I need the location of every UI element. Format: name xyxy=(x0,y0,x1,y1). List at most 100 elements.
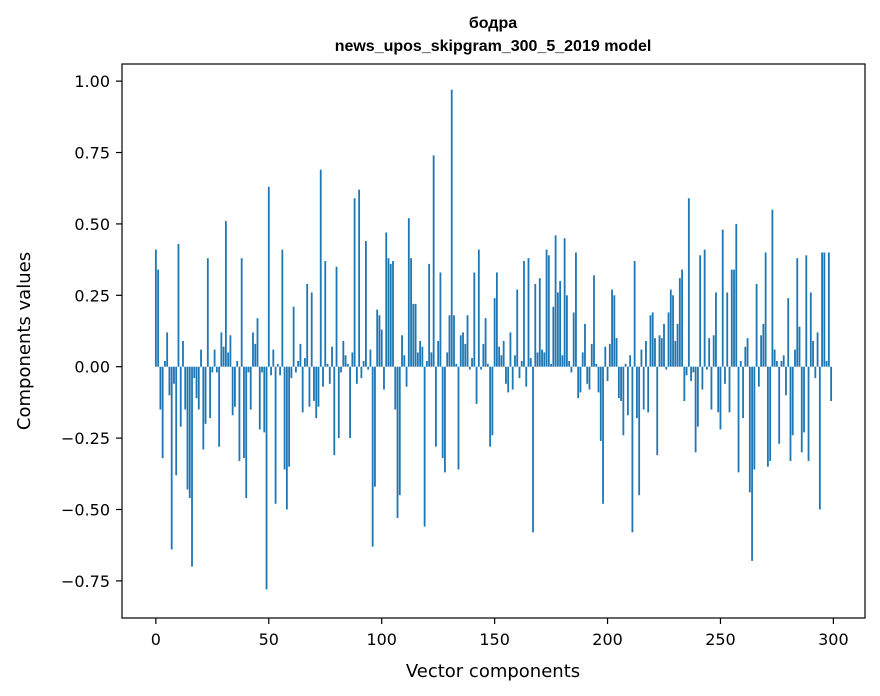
bar-185 xyxy=(572,312,575,367)
bar-2 xyxy=(159,366,162,410)
bar-266 xyxy=(755,283,758,367)
bar-246 xyxy=(710,366,713,410)
bar-143 xyxy=(477,249,480,367)
bar-19 xyxy=(197,366,200,410)
bar-184 xyxy=(570,366,573,373)
bar-18 xyxy=(195,366,198,399)
bar-32 xyxy=(227,352,230,367)
bar-195 xyxy=(595,363,598,367)
bar-112 xyxy=(407,218,410,367)
bar-235 xyxy=(685,366,688,376)
bar-139 xyxy=(468,366,471,370)
bar-256 xyxy=(733,269,735,367)
bar-0 xyxy=(154,249,157,367)
bar-63 xyxy=(297,360,300,367)
y-axis-label: Components values xyxy=(14,252,35,430)
bar-22 xyxy=(204,366,207,424)
bar-253 xyxy=(726,292,729,367)
x-axis-ticks: 0 50 100 150 200 250 300 xyxy=(151,618,849,649)
bar-140 xyxy=(471,358,473,367)
bar-234 xyxy=(683,366,686,401)
bar-191 xyxy=(586,366,589,384)
bar-202 xyxy=(611,289,613,367)
bar-190 xyxy=(584,323,586,367)
bar-65 xyxy=(301,366,304,413)
chart-subtitle: news_upos_skipgram_300_5_2019 model xyxy=(335,38,652,55)
bar-28 xyxy=(218,366,221,447)
bar-29 xyxy=(220,332,223,367)
bar-168 xyxy=(534,283,537,367)
bar-299 xyxy=(830,366,833,401)
bar-55 xyxy=(279,366,281,376)
y-tick-label: −0.50 xyxy=(61,500,110,519)
bar-1 xyxy=(157,269,160,367)
bar-276 xyxy=(778,366,781,444)
x-tick-label: 50 xyxy=(259,630,279,649)
bar-244 xyxy=(706,366,708,370)
bar-129 xyxy=(446,352,449,367)
bar-167 xyxy=(532,366,534,533)
bar-5 xyxy=(166,332,169,367)
bar-24 xyxy=(209,366,211,419)
bar-186 xyxy=(575,252,577,367)
bar-219 xyxy=(649,315,652,367)
bar-262 xyxy=(746,338,749,367)
y-tick-label: −0.75 xyxy=(61,572,110,591)
bar-230 xyxy=(674,341,677,367)
bar-126 xyxy=(439,272,442,367)
bar-114 xyxy=(412,303,415,367)
bar-10 xyxy=(177,243,180,367)
bar-86 xyxy=(349,366,351,439)
x-tick-label: 150 xyxy=(479,630,510,649)
bar-243 xyxy=(703,249,706,367)
bar-106 xyxy=(394,366,397,410)
bar-95 xyxy=(369,349,372,367)
bar-96 xyxy=(371,366,374,547)
bar-49 xyxy=(265,366,268,590)
bar-50 xyxy=(267,186,270,367)
bar-173 xyxy=(545,249,548,367)
bar-54 xyxy=(276,363,279,367)
bar-52 xyxy=(272,349,275,367)
bar-275 xyxy=(776,360,778,367)
bar-144 xyxy=(480,366,482,370)
bar-125 xyxy=(437,341,440,367)
bar-34 xyxy=(231,366,234,416)
bar-103 xyxy=(387,258,390,367)
bar-64 xyxy=(299,343,302,367)
bar-53 xyxy=(274,366,277,504)
bar-252 xyxy=(724,366,726,384)
bar-180 xyxy=(561,355,564,367)
bar-93 xyxy=(365,241,367,367)
bar-21 xyxy=(202,366,205,450)
bar-206 xyxy=(620,366,622,401)
bar-94 xyxy=(367,366,370,370)
bar-254 xyxy=(728,366,731,413)
bar-107 xyxy=(396,366,399,519)
bar-41 xyxy=(247,366,250,373)
bar-200 xyxy=(606,366,609,381)
x-axis-label: Vector components xyxy=(406,661,580,682)
bar-46 xyxy=(258,366,261,430)
x-tick-label: 250 xyxy=(705,630,736,649)
plot-frame xyxy=(121,63,866,619)
bar-264 xyxy=(751,366,753,561)
bar-207 xyxy=(622,366,625,436)
bar-20 xyxy=(200,349,202,367)
bar-221 xyxy=(654,338,656,367)
bar-69 xyxy=(310,292,313,367)
bar-227 xyxy=(667,312,670,367)
bar-198 xyxy=(602,366,604,504)
bar-15 xyxy=(188,366,191,499)
y-tick-label: 0.75 xyxy=(74,144,110,163)
bar-159 xyxy=(514,355,516,367)
bar-218 xyxy=(647,366,650,413)
bar-6 xyxy=(168,366,171,396)
bar-7 xyxy=(170,366,173,550)
bar-220 xyxy=(651,312,654,367)
bar-111 xyxy=(405,366,408,387)
bar-99 xyxy=(378,315,381,367)
y-tick-label: −0.25 xyxy=(61,429,110,448)
bar-179 xyxy=(559,281,562,367)
bar-70 xyxy=(313,366,315,401)
